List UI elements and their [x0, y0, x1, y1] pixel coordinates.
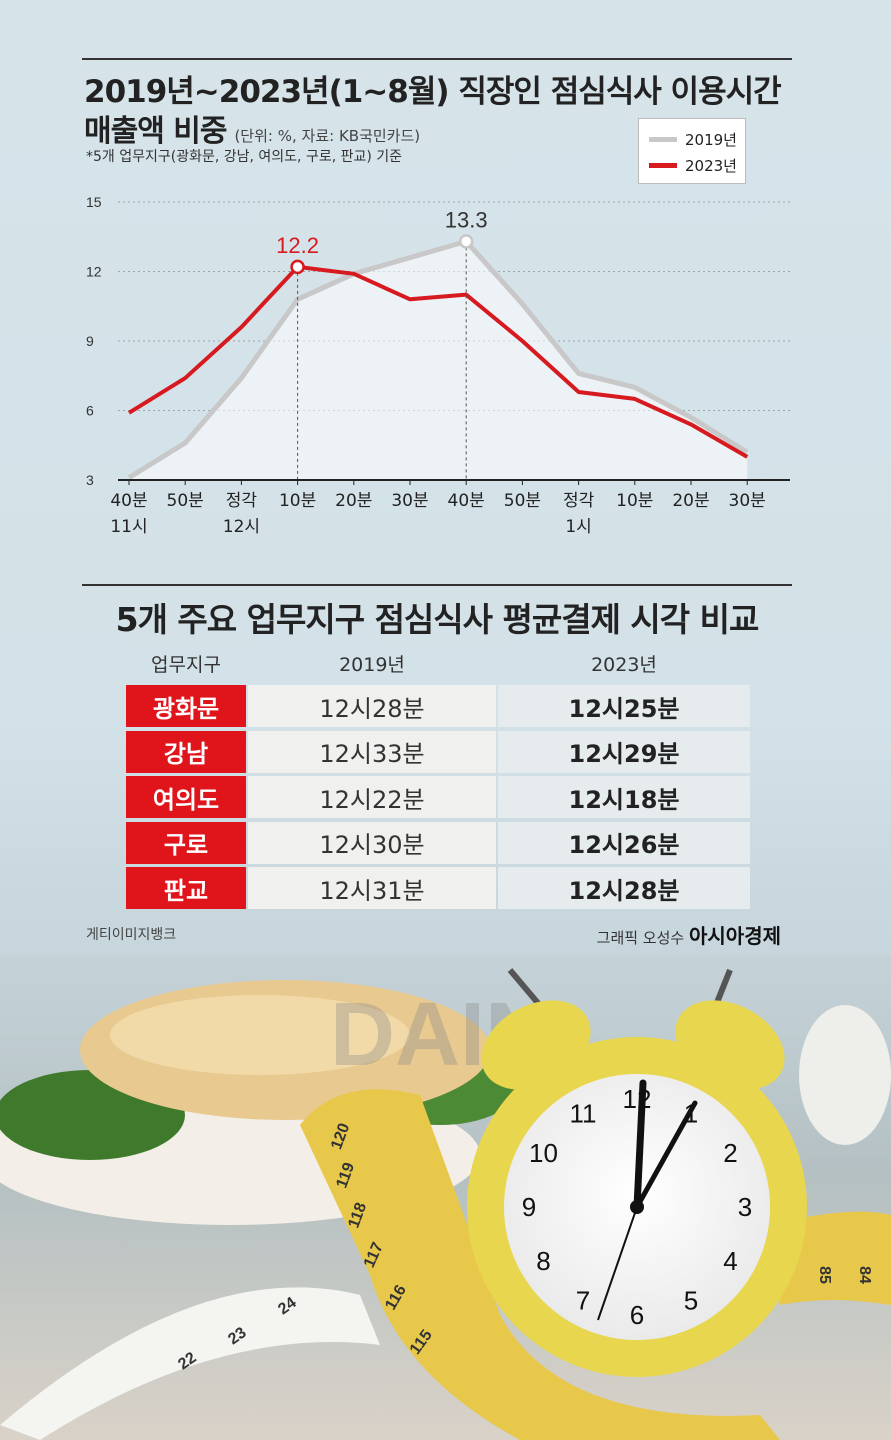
y-tick-label: 15	[86, 194, 102, 210]
photo-illustration: DAIN 121234567891011 1201191181171161152…	[0, 955, 891, 1440]
y-tick-label: 9	[86, 333, 94, 349]
x-tick-label: 정각	[226, 491, 258, 511]
legend-label-2023: 2023년	[685, 157, 737, 175]
x-tick-label: 정각	[563, 491, 595, 511]
col-head-2023: 2023년	[591, 654, 657, 676]
clock-number: 2	[723, 1138, 737, 1168]
table-cell-y2019: 12시30분	[248, 821, 496, 864]
clock-number: 6	[630, 1300, 644, 1330]
clock-number: 3	[738, 1192, 752, 1222]
x-tick-label: 20분	[672, 491, 709, 511]
table-cell-district: 판교	[126, 867, 246, 909]
clock-number: 8	[536, 1246, 550, 1276]
data-label: 12.2	[276, 233, 319, 258]
data-point-marker	[290, 259, 305, 275]
clock-center-pin	[630, 1200, 644, 1214]
legend-swatch-2023	[649, 163, 677, 168]
tape-number: 85	[816, 1266, 833, 1284]
clock-number: 7	[576, 1286, 590, 1316]
x-tick-label: 30분	[729, 491, 766, 511]
top-rule	[82, 58, 792, 60]
table-title: 5개 주요 업무지구 점심식사 평균결제 시각 비교	[115, 600, 760, 639]
x-tick-sublabel: 12시	[223, 517, 260, 537]
line-chart: 15 12 9 6 3 12.2 13.3 40분 11시 50분 정각 12시 10분 20분 30분 40…	[86, 194, 790, 537]
table-cell-district: 구로	[126, 821, 246, 864]
chart-title-line2: 매출액 비중 (단위: %, 자료: KB국민카드)	[84, 106, 420, 150]
data-point-marker	[458, 234, 474, 249]
x-tick-label: 50분	[167, 491, 204, 511]
clock-number: 9	[522, 1192, 536, 1222]
clock-minute-hand	[634, 1100, 698, 1210]
table-cell-y2019: 12시33분	[248, 730, 496, 773]
table-cell-district: 여의도	[126, 776, 246, 818]
table-cell-y2019: 12시22분	[248, 776, 496, 818]
legend-label-2019: 2019년	[685, 131, 737, 149]
y-tick-label: 3	[86, 472, 94, 488]
grilled-chicken-highlight	[110, 995, 410, 1075]
clock-hour-hand	[633, 1079, 647, 1211]
x-tick-label: 40분	[110, 491, 147, 511]
series-line-2019	[127, 238, 749, 480]
y-tick-label: 12	[86, 264, 102, 280]
chart-note: *5개 업무지구(광화문, 강남, 여의도, 구로, 판교) 기준	[86, 149, 403, 165]
chart-title-line1: 2019년~2023년(1~8월) 직장인 점심식사 이용시간	[84, 74, 782, 110]
table-cell-y2023: 12시26분	[498, 821, 750, 864]
graphic-credit-text: 그래픽 오성수	[596, 929, 685, 947]
x-tick-sublabel: 1시	[565, 517, 591, 537]
clock-number: 5	[684, 1286, 698, 1316]
table-cell-y2023: 12시29분	[498, 730, 750, 773]
x-tick-label: 20분	[335, 491, 372, 511]
x-tick-label: 30분	[391, 491, 428, 511]
yellow-measuring-tape	[300, 1089, 780, 1440]
legend-item-2019: 2019년	[649, 129, 737, 150]
y-tick-label: 6	[86, 403, 94, 419]
legend-item-2023: 2023년	[649, 155, 737, 176]
table-cell-y2023: 12시28분	[498, 867, 750, 909]
graphic-credit: 그래픽 오성수 아시아경제	[597, 920, 781, 949]
x-tick-label: 10분	[279, 491, 316, 511]
unit-source: (단위: %, 자료: KB국민카드)	[234, 127, 421, 145]
table-cell-y2023: 12시18분	[498, 776, 750, 818]
col-head-district: 업무지구	[151, 654, 221, 676]
x-tick-label: 40분	[448, 491, 485, 511]
table-top-rule	[82, 584, 792, 586]
background-photo: DAIN 121234567891011 1201191181171161152…	[0, 955, 891, 1440]
table-cell-district: 강남	[126, 730, 246, 773]
table-cell-y2019: 12시31분	[248, 867, 496, 909]
data-label: 13.3	[445, 207, 488, 232]
clock-number: 11	[570, 1098, 597, 1128]
clock-number: 10	[529, 1138, 558, 1168]
legend-swatch-2019	[649, 137, 677, 142]
x-tick-label: 10분	[616, 491, 653, 511]
table-cell-district: 광화문	[126, 685, 246, 727]
chart-legend: 2019년 2023년	[638, 118, 746, 184]
clock-second-hand	[597, 1206, 638, 1321]
brand-logo: 아시아경제	[689, 924, 781, 948]
tape-roll-right	[799, 1005, 891, 1145]
series-line-2023	[127, 264, 749, 459]
x-tick-sublabel: 11시	[110, 517, 147, 537]
table-cell-y2023: 12시25분	[498, 685, 750, 727]
tape-number: 84	[856, 1266, 873, 1284]
table-cell-y2019: 12시28분	[248, 685, 496, 727]
white-measuring-tape	[0, 1287, 380, 1440]
clock-number: 12	[623, 1084, 652, 1114]
chart-title-line2-text: 매출액 비중	[84, 114, 227, 149]
photo-credit: 게티이미지뱅크	[86, 927, 177, 943]
clock-number: 4	[723, 1246, 737, 1276]
x-tick-label: 50분	[504, 491, 541, 511]
col-head-2019: 2019년	[339, 654, 405, 676]
series-area-2019	[129, 241, 748, 480]
